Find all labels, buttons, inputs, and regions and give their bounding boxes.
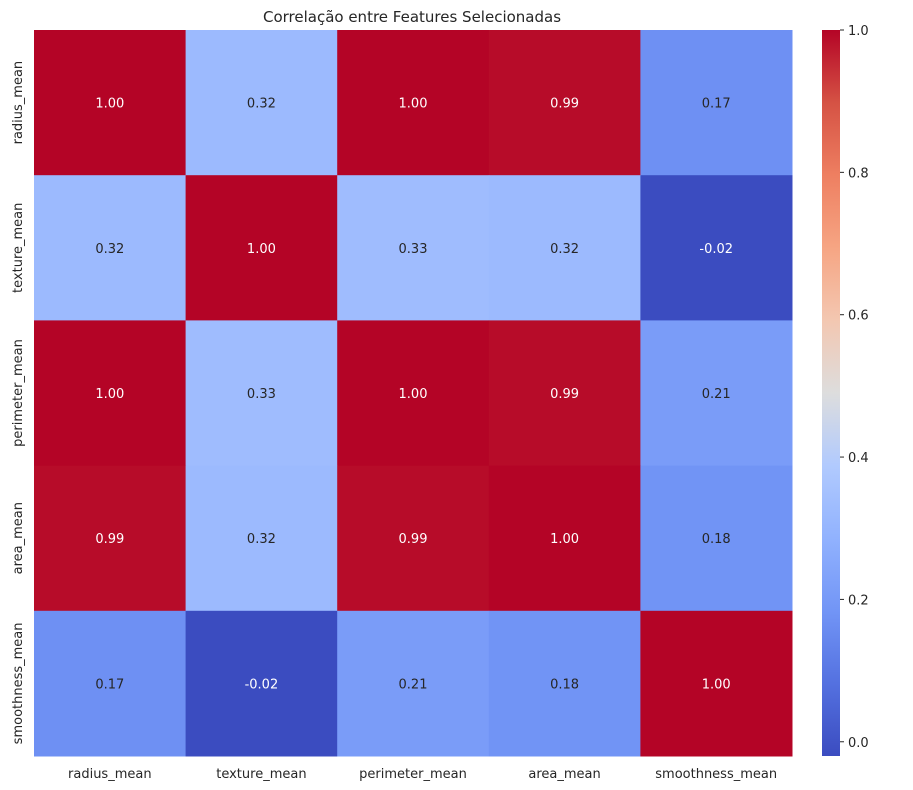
- colorbar: [822, 30, 840, 756]
- heatmap-cell: [34, 320, 187, 467]
- heatmap-cell: [185, 30, 338, 176]
- heatmap-cell: [185, 175, 338, 321]
- heatmap-cell: [640, 610, 793, 757]
- heatmap-cell: [488, 175, 641, 321]
- heatmap-cell-label: 1.00: [95, 387, 124, 402]
- chart-title: Correlação entre Features Selecionadas: [263, 8, 561, 26]
- heatmap-cell: [488, 30, 641, 176]
- heatmap-cell-label: 0.21: [399, 677, 428, 692]
- x-tick-label: perimeter_mean: [359, 767, 467, 782]
- heatmap-cell: [34, 175, 187, 321]
- colorbar-tick-label: 0.8: [848, 166, 869, 181]
- heatmap-cell-label: 0.99: [399, 532, 428, 547]
- y-tick-label: perimeter_mean: [11, 339, 26, 447]
- y-tick-label: area_mean: [11, 502, 26, 574]
- heatmap-cell-label: -0.02: [245, 677, 279, 692]
- heatmap-cell-label: 0.18: [702, 532, 731, 547]
- colorbar-tick-label: 0.4: [848, 451, 869, 466]
- heatmap-cell: [185, 320, 338, 467]
- y-tick-label: smoothness_mean: [11, 622, 26, 744]
- heatmap-cell: [488, 320, 641, 467]
- heatmap-cell: [640, 465, 793, 612]
- y-axis-tick-labels: radius_mean texture_mean perimeter_meanare…: [11, 61, 26, 745]
- colorbar-tick-label: 0.2: [848, 593, 869, 608]
- heatmap-cell: [488, 465, 641, 612]
- heatmap-cell: [640, 175, 793, 321]
- x-tick-label: radius_mean: [68, 767, 152, 782]
- x-tick-label: smoothness_mean: [655, 767, 777, 782]
- heatmap-cell-label: 0.99: [550, 97, 579, 112]
- heatmap-cell-label: 0.17: [702, 97, 731, 112]
- heatmap-cell-label: 1.00: [247, 242, 276, 257]
- x-axis-tick-labels: radius_mean texture_mean perimeter_mean are…: [68, 767, 777, 782]
- heatmap-cell-label: 0.32: [95, 242, 124, 257]
- heatmap-cell-label: 1.00: [702, 677, 731, 692]
- heatmap-cell-label: 0.32: [550, 242, 579, 257]
- x-tick-label: texture_mean: [216, 767, 306, 782]
- heatmap-cell-label: 0.99: [95, 532, 124, 547]
- heatmap-cell-label: 0.18: [550, 677, 579, 692]
- heatmap-cell: [34, 465, 187, 612]
- heatmap-cell: [640, 320, 793, 467]
- heatmap-cell-label: 0.21: [702, 387, 731, 402]
- heatmap-cell-label: 0.32: [247, 532, 276, 547]
- heatmap-cell: [488, 610, 641, 757]
- heatmap-cell-label: -0.02: [699, 242, 733, 257]
- heatmap-cell: [34, 30, 187, 176]
- heatmap-cell-label: 1.00: [550, 532, 579, 547]
- y-tick-label: radius_mean: [11, 61, 26, 145]
- heatmap-cell: [185, 610, 338, 757]
- colorbar-ticks: 0.0 0.2 0.4 0.6 0.8 1.0: [840, 24, 869, 751]
- heatmap-annotations: 1.00 0.32 1.00 0.99 0.17 0.32 1.00 0.33 0.32 -0.0…: [95, 97, 733, 693]
- heatmap-cell-label: 0.99: [550, 387, 579, 402]
- heatmap-cell: [337, 30, 490, 176]
- heatmap-cell: [337, 610, 490, 757]
- heatmap-cell-label: 1.00: [399, 97, 428, 112]
- heatmap-cell-label: 0.33: [399, 242, 428, 257]
- heatmap-cell-label: 0.17: [95, 677, 124, 692]
- x-tick-label: area_mean: [528, 767, 600, 782]
- heatmap-cell-label: 1.00: [95, 97, 124, 112]
- heatmap-cell-label: 0.33: [247, 387, 276, 402]
- colorbar-tick-label: 1.0: [848, 24, 869, 39]
- heatmap-cell: [337, 465, 490, 612]
- heatmap-cell-label: 0.32: [247, 97, 276, 112]
- heatmap-cell: [640, 30, 793, 176]
- colorbar-tick-label: 0.6: [848, 309, 869, 324]
- heatmap-cell: [185, 465, 338, 612]
- colorbar-tick-label: 0.0: [848, 736, 869, 751]
- heatmap-cell: [34, 610, 187, 757]
- heatmap-cell: [337, 175, 490, 321]
- y-tick-label: texture_mean: [11, 203, 26, 293]
- heatmap-cell-label: 1.00: [399, 387, 428, 402]
- heatmap-cells: [34, 30, 793, 757]
- heatmap-cell: [337, 320, 490, 467]
